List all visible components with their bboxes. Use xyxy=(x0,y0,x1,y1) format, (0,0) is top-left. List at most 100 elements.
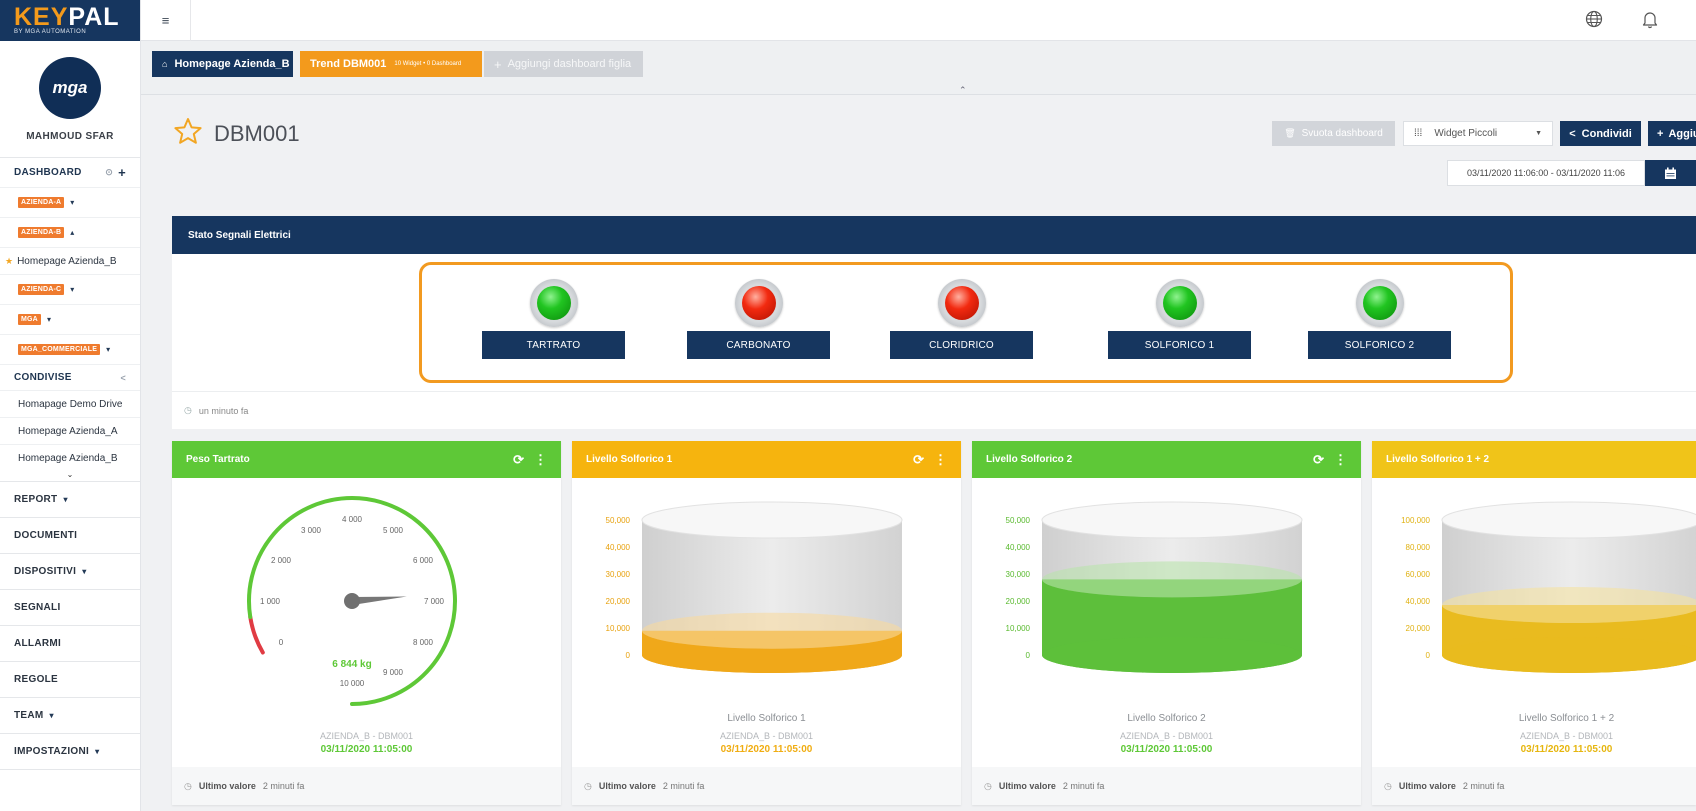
app-logo[interactable]: KEYPAL BY MGA AUTOMATION xyxy=(0,0,140,41)
tank-label: Livello Solforico 1 + 2 xyxy=(1518,713,1615,724)
gauge-needle-hub xyxy=(344,593,360,609)
refresh-icon[interactable]: ⟳ xyxy=(1313,451,1324,467)
tank-axis-label: 50,000 xyxy=(606,516,631,525)
caret-down-icon: ▾ xyxy=(95,747,100,756)
sidebar-group-mga[interactable]: MGA ▾ xyxy=(0,305,140,335)
status-panel-footer: ◷ un minuto fa xyxy=(172,391,1696,429)
tank-label: Livello Solforico 1 xyxy=(727,713,806,724)
sidebar-item-dispositivi[interactable]: DISPOSITIVI ▾ xyxy=(0,554,140,590)
caret-down-icon: ▾ xyxy=(70,198,75,207)
button-label: Aggiungi xyxy=(1668,127,1696,140)
bell-icon[interactable] xyxy=(1641,10,1659,34)
tank-axis-label: 20,000 xyxy=(1406,624,1431,633)
led-icon xyxy=(529,279,578,327)
tab-label: Aggiungi dashboard figlia xyxy=(507,58,632,70)
clear-dashboard-button[interactable]: 🗑 Svuota dashboard xyxy=(1272,121,1395,146)
group-badge: MGA_COMMERCIALE xyxy=(18,344,101,355)
avatar[interactable]: mga xyxy=(39,56,101,119)
menu-label: REPORT xyxy=(14,494,58,505)
gauge-tick-label: 6 000 xyxy=(413,556,434,565)
signals-box: TARTRATO CARBONATO CLORIDRICO SOLFORICO … xyxy=(419,262,1513,383)
footer-label: Ultimo valore xyxy=(598,781,656,791)
sidebar-group-azienda-a[interactable]: AZIENDA-A ▾ xyxy=(0,188,140,218)
signal-label: SOLFORICO 1 xyxy=(1108,331,1251,359)
sidebar-shared-item[interactable]: Homepage Azienda_B xyxy=(0,445,140,472)
more-options-icon[interactable]: ⋮ xyxy=(534,451,547,467)
gauge-value-label: 6 844 kg xyxy=(332,659,371,670)
gauge-green-band xyxy=(247,496,457,706)
more-options-icon[interactable]: ⋮ xyxy=(1334,451,1347,467)
add-dashboard-icon[interactable]: + xyxy=(118,165,126,180)
widget-header: Livello Solforico 2 ⟳ ⋮ xyxy=(972,441,1361,478)
calendar-icon[interactable] xyxy=(1645,160,1696,186)
hamburger-menu-icon[interactable]: ≡ xyxy=(141,0,191,41)
settings-icon[interactable]: ⊙ xyxy=(105,167,114,177)
sidebar-item-segnali[interactable]: SEGNALI xyxy=(0,590,140,626)
share-button[interactable]: < Condividi xyxy=(1560,121,1641,146)
grid-icon: ⁞⁞⁞ xyxy=(1414,128,1423,139)
plus-icon: + xyxy=(494,56,502,72)
more-options-icon[interactable]: ⋮ xyxy=(934,451,947,467)
widget-timestamp: 03/11/2020 11:05:00 xyxy=(1520,744,1613,755)
tank-liquid-surface-tint xyxy=(1042,561,1302,598)
caret-down-icon: ▾ xyxy=(82,567,87,576)
globe-icon[interactable] xyxy=(1585,10,1603,33)
menu-label: ALLARMI xyxy=(14,638,62,649)
sidebar-group-azienda-c[interactable]: AZIENDA-C ▾ xyxy=(0,275,140,305)
tank-axis-label: 30,000 xyxy=(606,570,631,579)
tank-axis-label: 0 xyxy=(626,651,631,660)
sidebar-shared-item[interactable]: Homapage Demo Drive xyxy=(0,391,140,418)
sidebar-group-mga-commerciale[interactable]: MGA_COMMERCIALE ▾ xyxy=(0,335,140,365)
tank-axis-label: 80,000 xyxy=(1406,543,1431,552)
widget-size-select[interactable]: ⁞⁞⁞ Widget Piccoli ▼ xyxy=(1403,121,1553,146)
date-range-input[interactable]: 03/11/2020 11:06:00 - 03/11/2020 11:06 xyxy=(1447,160,1645,186)
tank-axis-label: 20,000 xyxy=(1006,597,1031,606)
share-icon: < xyxy=(120,372,126,383)
sidebar-group-azienda-b[interactable]: AZIENDA-B ▴ xyxy=(0,218,140,248)
tab-meta: 10 Widget • 0 Dashboard xyxy=(394,61,462,67)
tank-liquid-surface xyxy=(1442,587,1696,624)
gauge-tick-label: 5 000 xyxy=(383,526,404,535)
gauge-tick-label: 7 000 xyxy=(424,597,445,606)
add-child-dashboard-button[interactable]: + Aggiungi dashboard figlia xyxy=(484,51,643,77)
footer-time: 2 minuti fa xyxy=(662,781,705,791)
sidebar-item-team[interactable]: TEAM ▾ xyxy=(0,698,140,734)
group-badge: AZIENDA-A xyxy=(18,197,65,208)
sidebar-item-regole[interactable]: REGOLE xyxy=(0,662,140,698)
top-bar: ≡ xyxy=(141,0,1696,41)
sidebar-item-homepage-azienda-b[interactable]: ★ Homepage Azienda_B xyxy=(0,248,140,275)
menu-label: DOCUMENTI xyxy=(14,530,78,541)
sidebar-item-report[interactable]: REPORT ▾ xyxy=(0,482,140,518)
gauge-tick-label: 9 000 xyxy=(383,668,404,677)
tank-chart: 0 10,000 20,000 30,000 40,000 50,000 xyxy=(606,501,903,673)
signal-indicator: CARBONATO xyxy=(687,279,830,359)
tank-axis-label: 0 xyxy=(1426,651,1431,660)
refresh-icon[interactable]: ⟳ xyxy=(513,451,524,467)
tank-axis-label: 50,000 xyxy=(1006,516,1031,525)
caret-down-icon: ▾ xyxy=(106,345,111,354)
refresh-icon[interactable]: ⟳ xyxy=(913,451,924,467)
favorite-star-icon[interactable] xyxy=(173,117,203,150)
tank-axis-label: 40,000 xyxy=(1006,543,1031,552)
tab-trend[interactable]: Trend DBM001 10 Widget • 0 Dashboard xyxy=(300,51,482,77)
star-icon: ★ xyxy=(5,255,14,266)
widget-header: Livello Solforico 1 ⟳ ⋮ xyxy=(572,441,961,478)
collapse-icon[interactable]: ⌃ xyxy=(959,85,967,95)
button-label: Condividi xyxy=(1581,127,1632,140)
sidebar: KEYPAL BY MGA AUTOMATION mga MAHMOUD SFA… xyxy=(0,0,141,811)
widget-source: AZIENDA_B - DBM001 xyxy=(319,731,414,741)
add-widget-button[interactable]: + Aggiungi xyxy=(1648,121,1696,146)
sidebar-item-documenti[interactable]: DOCUMENTI xyxy=(0,518,140,554)
tank-label: Livello Solforico 2 xyxy=(1127,713,1206,724)
sidebar-shared-item[interactable]: Homepage Azienda_A xyxy=(0,418,140,445)
sidebar-item-impostazioni[interactable]: IMPOSTAZIONI ▾ xyxy=(0,734,140,770)
widget-timestamp: 03/11/2020 11:05:00 xyxy=(720,744,813,755)
brand-key: KEY xyxy=(14,3,69,31)
sidebar-item-allarmi[interactable]: ALLARMI xyxy=(0,626,140,662)
gauge-tick-label: 3 000 xyxy=(301,526,322,535)
widget-title: Livello Solforico 1 xyxy=(586,454,673,465)
tab-homepage[interactable]: ⌂ Homepage Azienda_B xyxy=(152,51,293,77)
status-panel-title: Stato Segnali Elettrici xyxy=(172,216,1696,254)
shared-section-header: CONDIVISE < xyxy=(0,365,140,391)
scroll-down-icon[interactable]: ⌄ xyxy=(0,471,140,482)
